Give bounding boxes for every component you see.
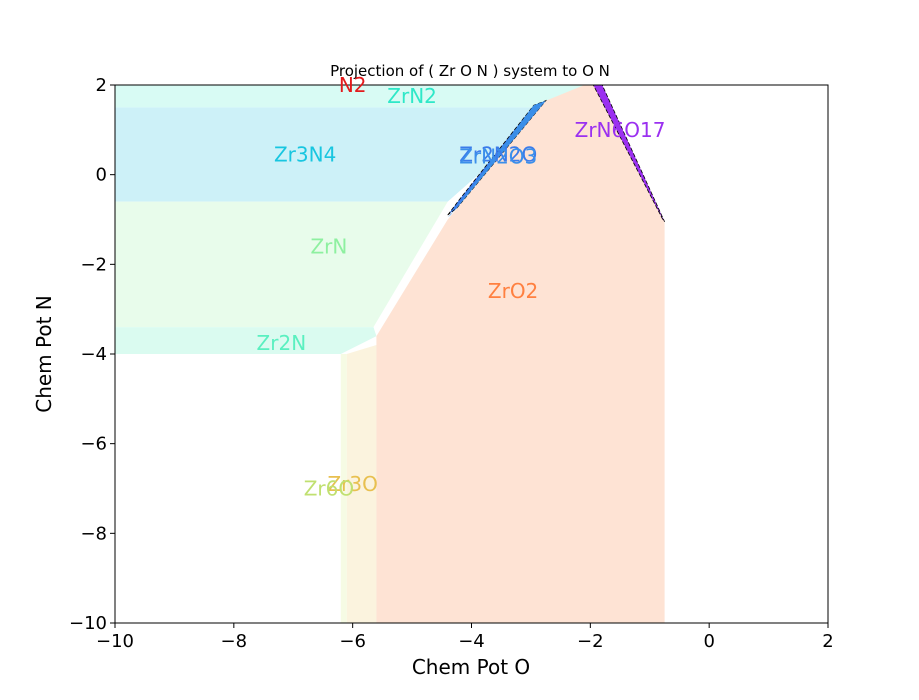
y-tick-label: −8 <box>80 523 107 544</box>
x-tick-label: −4 <box>458 631 485 652</box>
x-tick-label: −6 <box>339 631 366 652</box>
region-label-zr3n4: Zr3N4 <box>274 142 336 166</box>
region-zrn2 <box>115 85 585 108</box>
x-tick-label: −2 <box>577 631 604 652</box>
region-label-zrn2: ZrN2 <box>387 84 437 108</box>
region-zrn6o17 <box>592 84 665 222</box>
region-label-zr2n: Zr2N <box>257 331 307 355</box>
region-zr3n4 <box>115 107 555 202</box>
x-tick-label: 2 <box>822 631 833 652</box>
y-tick-label: −10 <box>69 613 107 634</box>
region-zr2n <box>115 327 377 354</box>
y-tick-label: −6 <box>80 434 107 455</box>
x-axis-ticks: −10 −8 −6 −4 −2 0 2 <box>96 623 834 652</box>
y-tick-label: 2 <box>96 75 107 96</box>
chart-title: Projection of ( Zr O N ) system to O N <box>330 62 610 80</box>
region-label-n2: N2 <box>339 73 367 97</box>
region-zro2 <box>376 85 665 623</box>
x-tick-label: −10 <box>96 631 134 652</box>
region-zrn <box>115 201 448 328</box>
x-axis-label: Chem Pot O <box>412 655 530 679</box>
x-tick-label: −8 <box>221 631 248 652</box>
region-label-zrn2o3: ZrN2O3 <box>459 145 537 169</box>
y-tick-label: 0 <box>96 165 107 186</box>
region-label-zr3o: Zr3O <box>327 472 377 496</box>
region-zrn2o3 <box>447 100 546 218</box>
x-tick-label: 0 <box>703 631 714 652</box>
y-tick-label: −4 <box>80 344 107 365</box>
phase-regions <box>115 84 665 623</box>
region-label-zr6o: Zr6O <box>304 477 354 501</box>
region-label-zrn: ZrN <box>310 234 347 258</box>
region-label-zrn6o17: ZrN6O17 <box>575 118 666 142</box>
region-zr6o <box>340 354 347 623</box>
region-label-zr2n2o: Zr2N2O <box>459 142 537 166</box>
y-axis-ticks: −10 −8 −6 −4 −2 0 2 <box>69 75 115 634</box>
region-zr3o <box>346 345 377 623</box>
y-axis-label: Chem Pot N <box>32 295 56 413</box>
y-tick-label: −2 <box>80 254 107 275</box>
region-label-zro2: ZrO2 <box>488 279 538 303</box>
